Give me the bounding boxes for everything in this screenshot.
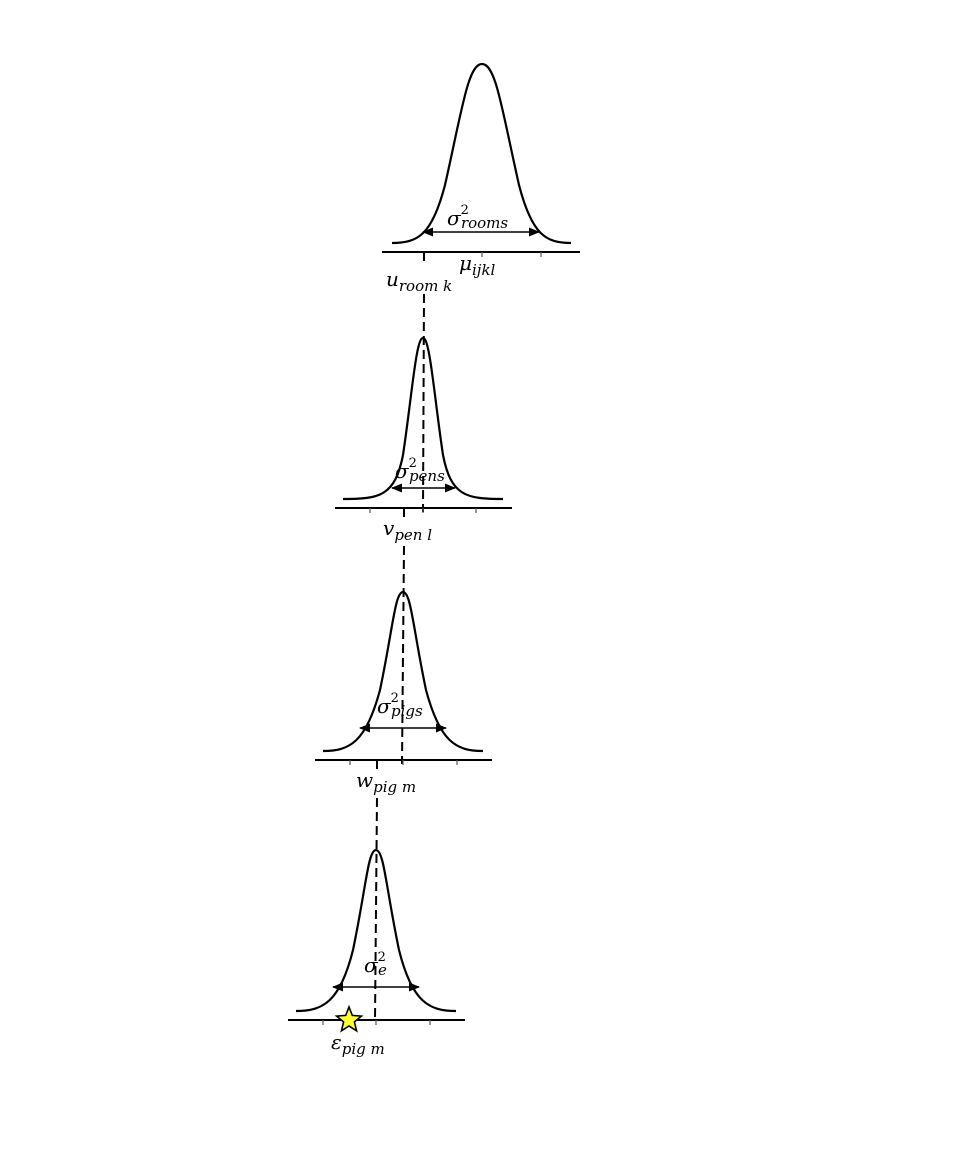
room-distribution: σ2 rooms μijkl uroom k xyxy=(382,62,580,295)
pen-to-pig-connector xyxy=(401,545,405,765)
residual-variance-label: σ2 e xyxy=(364,950,387,979)
pig-effect-label: wpig m xyxy=(356,768,416,796)
pig-distribution: σ2 pigs wpig m xyxy=(315,590,492,796)
residual-distribution: σ2 e εpig m xyxy=(288,848,465,1058)
observation-star-marker xyxy=(334,1004,364,1033)
pen-effect-label: vpen l xyxy=(383,516,432,544)
pen-distribution-curve xyxy=(342,336,504,501)
pig-variance-label: σ2 pigs xyxy=(377,691,423,720)
pen-distribution: σ2 pens vpen l xyxy=(335,336,512,544)
room-distribution-curve xyxy=(391,62,572,245)
room-effect-label: uroom k xyxy=(386,267,452,295)
pen-variance-label: σ2 pens xyxy=(395,456,445,485)
pig-distribution-curve xyxy=(322,590,484,753)
mean-label: μijkl xyxy=(459,251,496,279)
room-to-pen-connector xyxy=(422,293,425,513)
residual-effect-label: εpig m xyxy=(331,1030,385,1058)
room-variance-label: σ2 rooms xyxy=(447,203,508,232)
